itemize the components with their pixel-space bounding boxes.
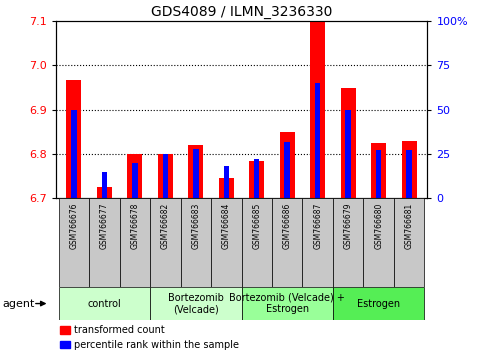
Text: GSM766683: GSM766683 <box>191 202 200 249</box>
Text: GSM766679: GSM766679 <box>344 202 353 249</box>
Bar <box>163 154 168 198</box>
Text: agent: agent <box>2 298 35 309</box>
Bar <box>181 198 211 287</box>
Bar <box>58 287 150 320</box>
Bar <box>249 161 264 198</box>
Bar <box>224 166 229 198</box>
Bar <box>211 198 242 287</box>
Bar <box>150 198 181 287</box>
Bar <box>376 150 382 198</box>
Bar <box>302 198 333 287</box>
Bar <box>120 198 150 287</box>
Bar <box>254 159 259 198</box>
Bar <box>219 178 234 198</box>
Bar <box>371 143 386 198</box>
Legend: transformed count, percentile rank within the sample: transformed count, percentile rank withi… <box>60 325 239 350</box>
Bar <box>97 187 112 198</box>
Bar <box>394 198 425 287</box>
Bar <box>101 172 107 198</box>
Bar <box>71 110 77 198</box>
Text: GSM766686: GSM766686 <box>283 202 292 249</box>
Text: GSM766685: GSM766685 <box>252 202 261 249</box>
Bar <box>363 198 394 287</box>
Bar <box>333 287 425 320</box>
Bar <box>58 198 89 287</box>
Text: GSM766678: GSM766678 <box>130 202 139 249</box>
Bar <box>132 163 138 198</box>
Text: GSM766681: GSM766681 <box>405 202 413 249</box>
Title: GDS4089 / ILMN_3236330: GDS4089 / ILMN_3236330 <box>151 5 332 19</box>
Text: GSM766684: GSM766684 <box>222 202 231 249</box>
Bar <box>272 198 302 287</box>
Bar <box>66 80 82 198</box>
Bar <box>280 132 295 198</box>
Bar <box>242 198 272 287</box>
Text: Estrogen: Estrogen <box>357 298 400 309</box>
Bar <box>242 287 333 320</box>
Bar <box>315 83 320 198</box>
Bar <box>406 150 412 198</box>
Bar <box>401 141 417 198</box>
Text: GSM766682: GSM766682 <box>161 202 170 249</box>
Text: GSM766687: GSM766687 <box>313 202 322 249</box>
Bar <box>345 110 351 198</box>
Bar <box>127 154 142 198</box>
Text: GSM766676: GSM766676 <box>70 202 78 249</box>
Bar <box>341 88 356 198</box>
Bar <box>150 287 242 320</box>
Bar <box>333 198 363 287</box>
Text: GSM766680: GSM766680 <box>374 202 383 249</box>
Bar <box>310 21 326 198</box>
Bar <box>89 198 120 287</box>
Bar <box>284 142 290 198</box>
Text: Bortezomib (Velcade) +
Estrogen: Bortezomib (Velcade) + Estrogen <box>229 293 345 314</box>
Bar <box>157 154 173 198</box>
Text: control: control <box>87 298 121 309</box>
Bar <box>188 145 203 198</box>
Text: Bortezomib
(Velcade): Bortezomib (Velcade) <box>168 293 224 314</box>
Bar <box>193 149 199 198</box>
Text: GSM766677: GSM766677 <box>100 202 109 249</box>
